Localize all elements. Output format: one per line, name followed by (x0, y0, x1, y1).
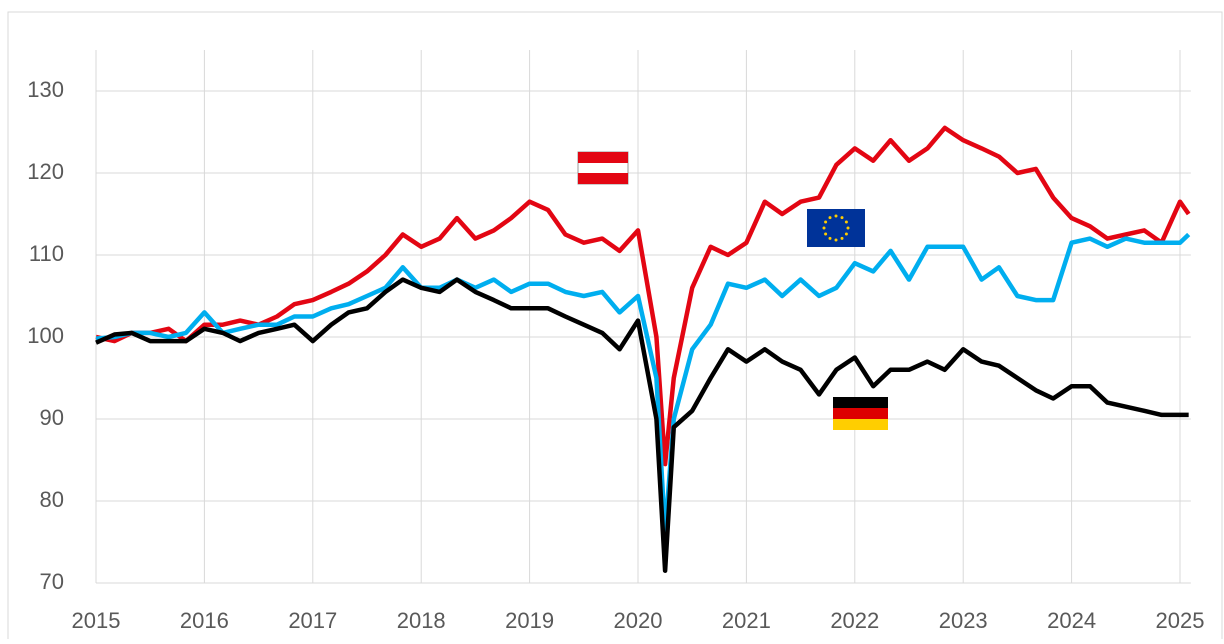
lines (95, 125, 1191, 573)
x-tick-label: 2016 (180, 608, 229, 633)
x-tick-label: 2020 (614, 608, 663, 633)
series-line (95, 125, 1191, 467)
star (828, 236, 832, 240)
y-tick-label: 110 (29, 241, 64, 266)
x-tick-label: 2018 (397, 608, 446, 633)
star (834, 238, 838, 242)
x-tick-label: 2017 (288, 608, 337, 633)
x-tick-label: 2021 (722, 608, 771, 633)
star (828, 216, 832, 220)
x-tick-label: 2025 (1156, 608, 1205, 633)
x-tick-label: 2015 (72, 608, 121, 633)
star (824, 232, 828, 236)
y-tick-label: 130 (27, 77, 64, 102)
star (840, 216, 844, 220)
x-tick-label: 2023 (939, 608, 988, 633)
star (844, 220, 848, 224)
y-tick-label: 100 (27, 323, 64, 348)
x-tick-label: 2024 (1047, 608, 1096, 633)
y-tick-label: 70 (40, 569, 64, 594)
y-tick-label: 90 (40, 405, 64, 430)
chart-frame (7, 11, 1223, 644)
star (834, 214, 838, 218)
star (824, 220, 828, 224)
series-line (95, 277, 1189, 573)
star (844, 232, 848, 236)
y-tick-label: 120 (27, 159, 64, 184)
flag-eu (807, 209, 865, 247)
x-tick-label: 2019 (505, 608, 554, 633)
star (846, 226, 850, 230)
y-tick-label: 80 (40, 487, 64, 512)
star (822, 226, 826, 230)
flag-germany (833, 397, 888, 430)
flag-austria (577, 151, 629, 185)
star (840, 236, 844, 240)
x-tick-label: 2022 (830, 608, 879, 633)
grid: 70 80 90 100 110 120 130 2015 2016 2017 2018 2019 20… (27, 50, 1204, 633)
series-line (95, 232, 1191, 537)
